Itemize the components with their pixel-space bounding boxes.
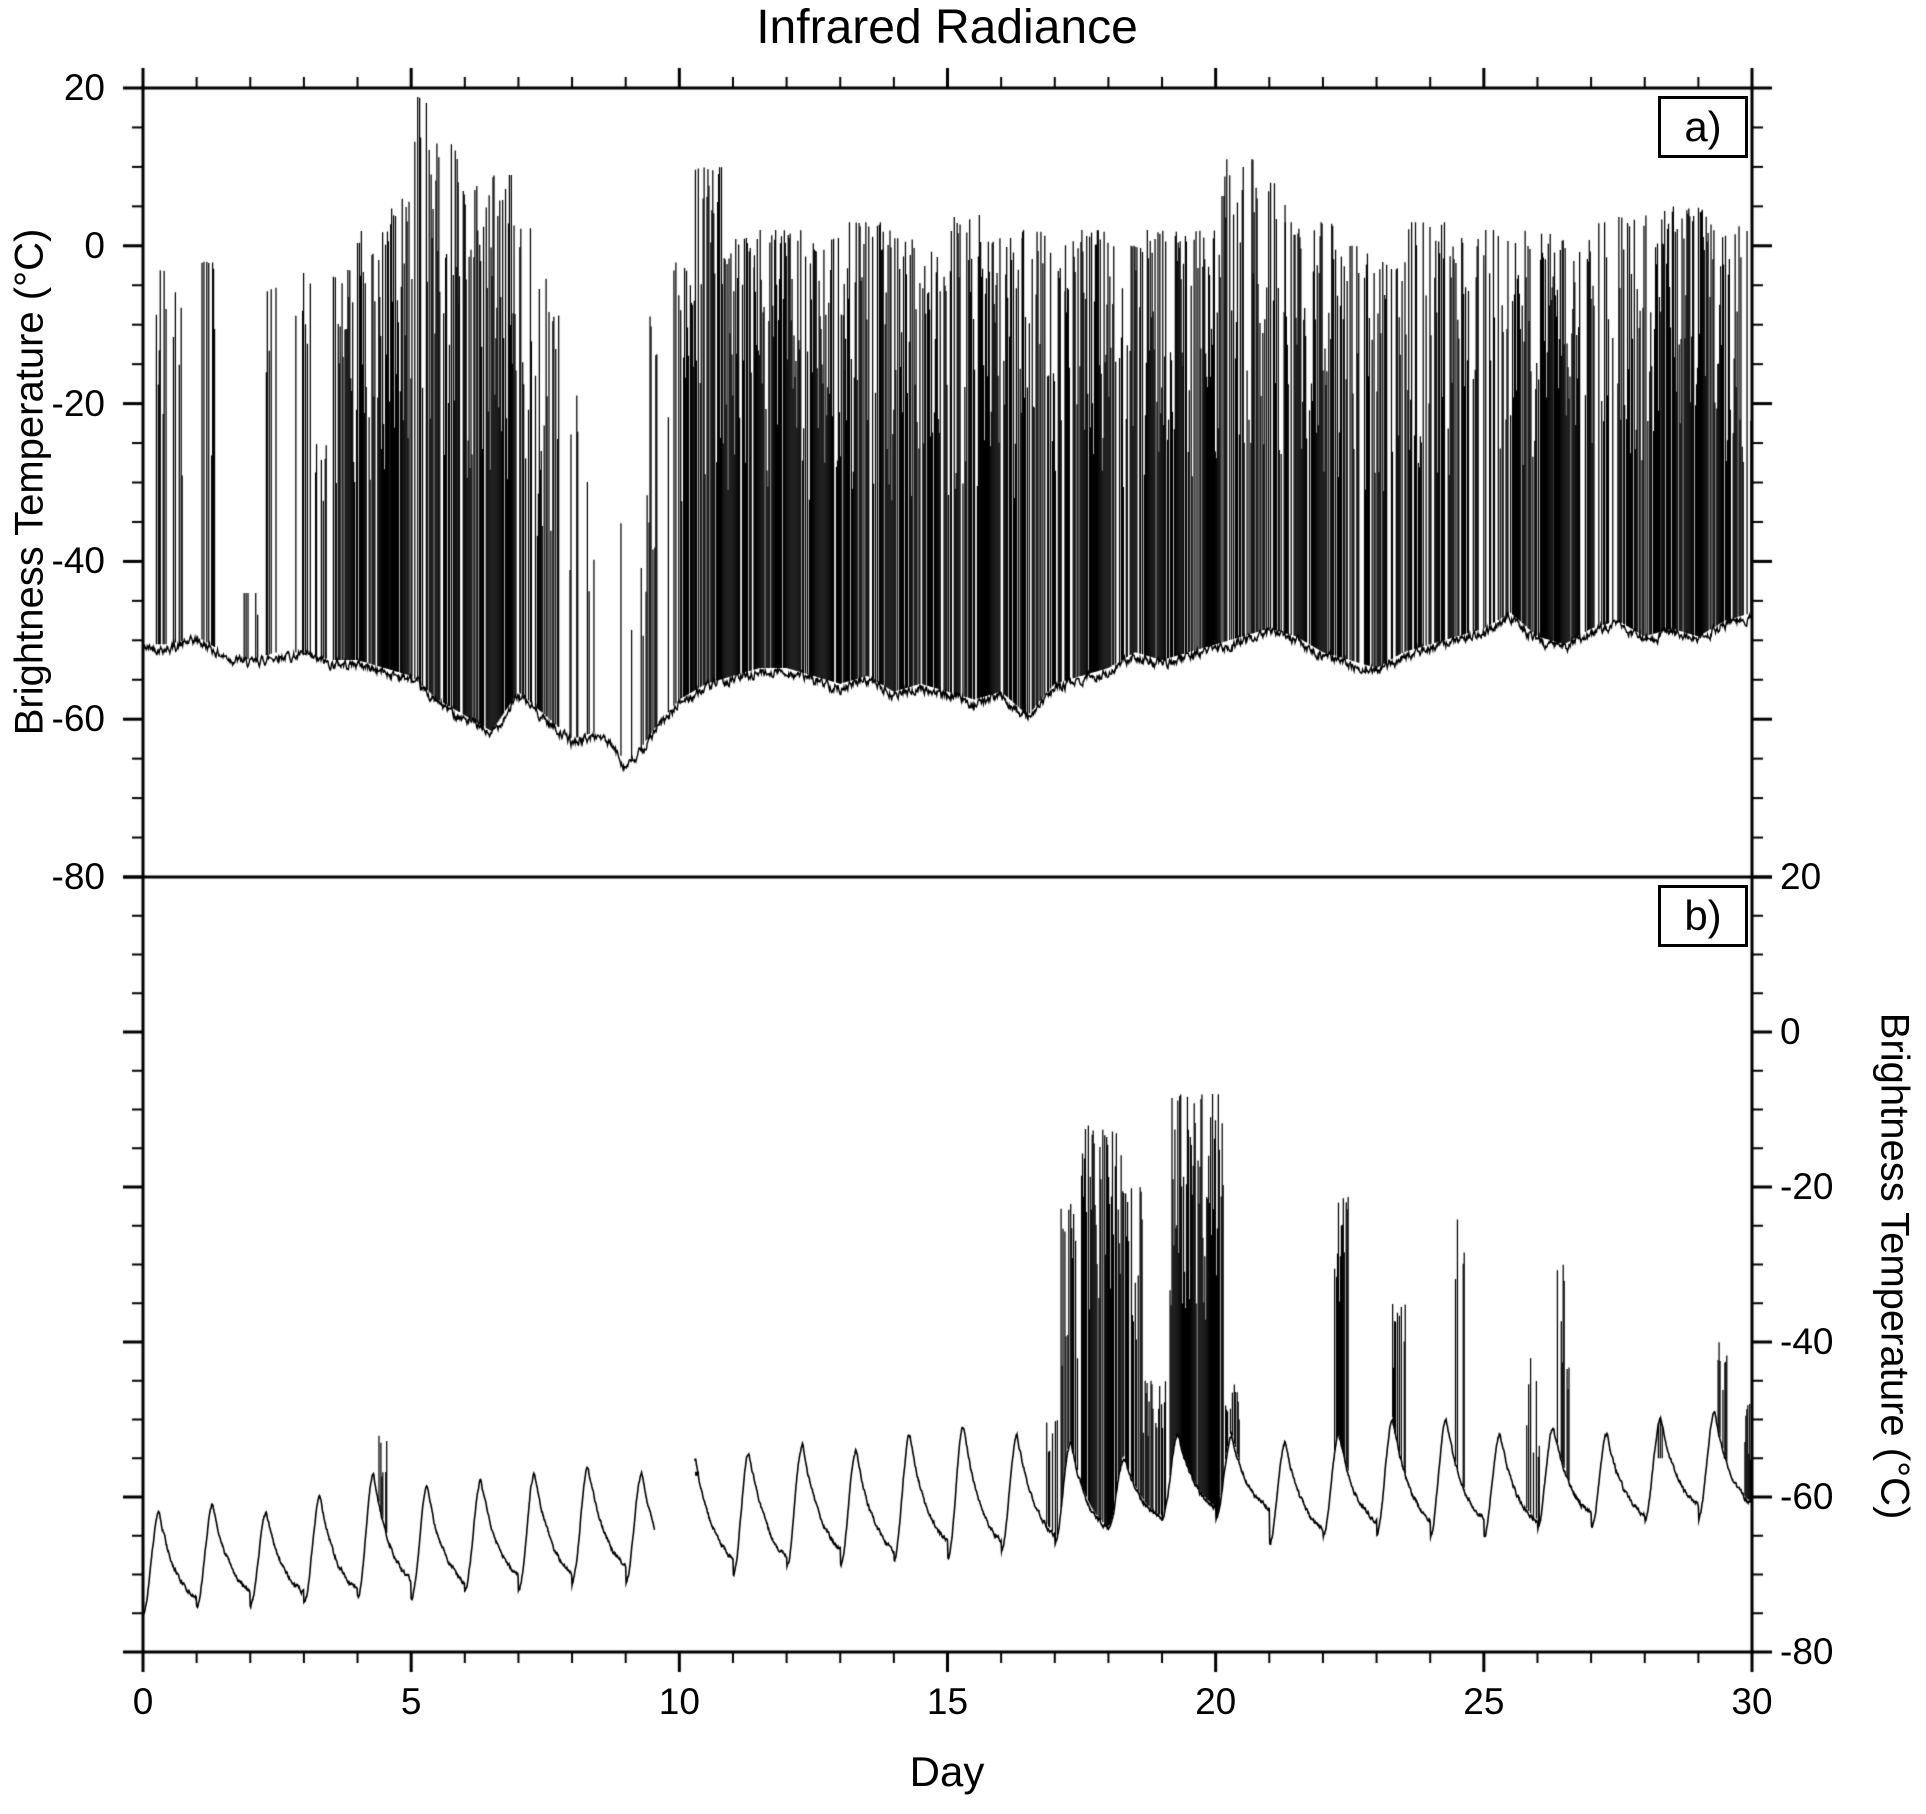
y-axis-label-left: Brightness Temperature (°C) [7,228,52,736]
chart-title: Infrared Radiance [756,1,1138,54]
x-axis-label: Day [909,1748,985,1795]
panel-a-label: a) [1658,96,1748,158]
panel-b-label: b) [1658,885,1748,947]
y-axis-label-right: Brightness Temperature (°C) [1872,1012,1917,1520]
